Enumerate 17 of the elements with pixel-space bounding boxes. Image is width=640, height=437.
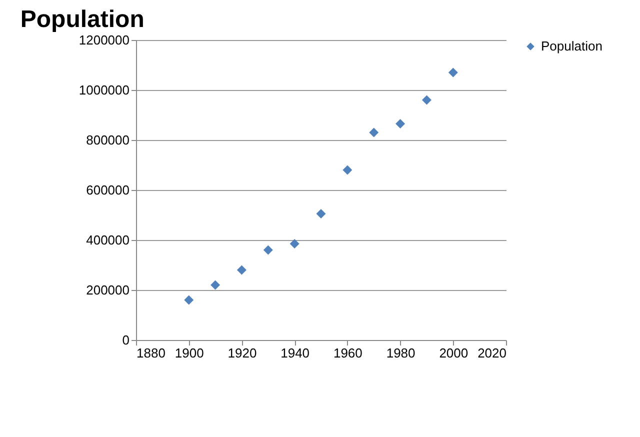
- y-tick-label: 0: [122, 332, 130, 348]
- legend-label: Population: [541, 38, 602, 54]
- x-tick-label: 2020: [478, 346, 506, 360]
- y-tick-label: 800000: [86, 132, 130, 148]
- x-tick-label: 1920: [228, 346, 257, 360]
- x-tick-label: 1940: [280, 346, 310, 360]
- x-tick-label: 2000: [439, 346, 468, 360]
- x-tick-label: 1880: [136, 346, 166, 360]
- x-tick-label: 1980: [386, 346, 416, 360]
- y-tick-label: 1200000: [78, 32, 130, 48]
- x-tick-label: 1960: [333, 346, 362, 360]
- chart-title: Population: [20, 6, 144, 33]
- y-tick-label: 400000: [86, 232, 130, 248]
- y-tick-label: 1000000: [78, 82, 130, 98]
- y-tick-label: 600000: [86, 182, 130, 198]
- y-tick-label: 200000: [86, 282, 130, 298]
- x-tick-label: 1900: [174, 346, 204, 360]
